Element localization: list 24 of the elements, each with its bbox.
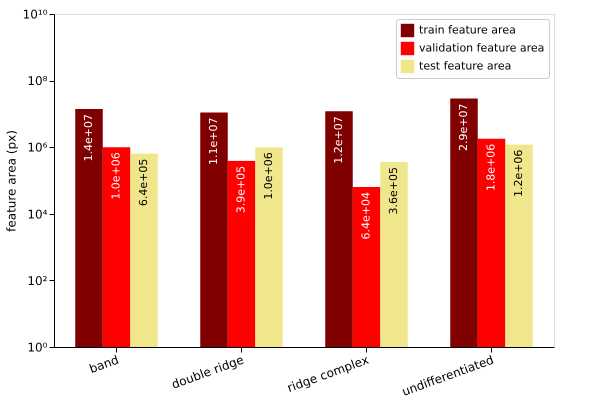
data-label: 1.1e+07 (207, 118, 220, 166)
data-label: 3.9e+05 (234, 166, 248, 214)
legend-label: train feature area (419, 24, 516, 36)
y-tick-label: 10¹⁰ (22, 8, 48, 22)
x-tick-label: band (87, 352, 121, 376)
y-axis-title: feature area (px) (4, 130, 19, 232)
y-tick-label: 10⁸ (27, 74, 48, 88)
legend-label: validation feature area (419, 42, 544, 54)
data-label: 3.6e+05 (387, 166, 400, 214)
data-label: 2.9e+07 (457, 104, 470, 151)
data-label: 1.2e+06 (512, 150, 525, 198)
data-label: 1.8e+06 (484, 144, 498, 192)
data-label: 6.4e+04 (360, 192, 372, 240)
data-label: 6.4e+05 (137, 158, 150, 206)
y-tick-label: 10² (27, 274, 48, 288)
y-tick-label: 10⁰ (27, 340, 48, 354)
data-label: 1.0e+06 (110, 152, 122, 200)
y-tick-label: 10⁶ (27, 140, 48, 155)
data-label: 1.0e+06 (262, 152, 275, 200)
data-label: 1.4e+07 (82, 114, 95, 162)
x-tick-label: double ridge (170, 352, 246, 392)
data-label: 1.2e+07 (332, 116, 345, 164)
legend-label: test feature area (419, 60, 512, 72)
y-tick-label: 10⁴ (27, 207, 48, 222)
